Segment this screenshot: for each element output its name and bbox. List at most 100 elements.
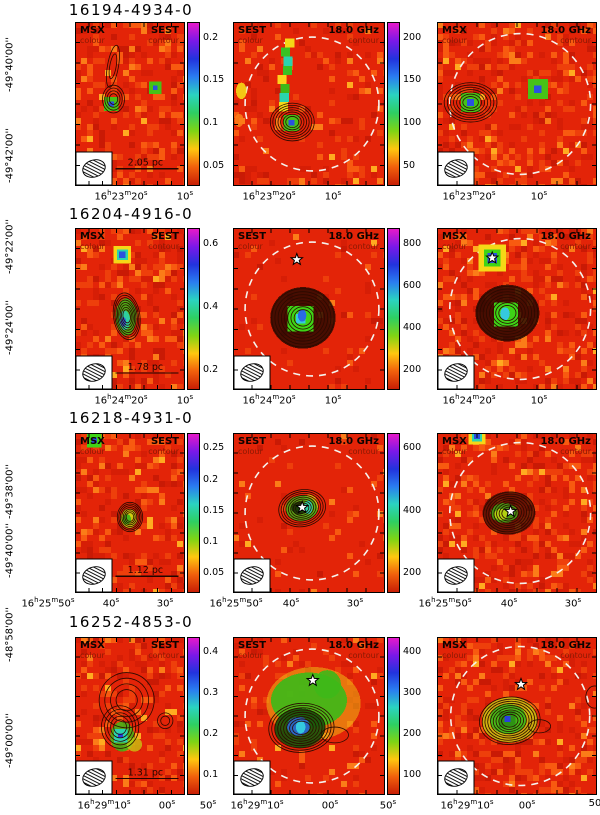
colorbar-tick-label: 100 (403, 117, 422, 128)
contour-set (105, 44, 120, 88)
emission-patch (500, 307, 510, 321)
contour-set (271, 288, 335, 348)
contour-survey-sublabel: contour (348, 651, 379, 660)
dec-axis-label: -49°24'00'' (4, 299, 16, 356)
row-title: 16218-4931-0 (68, 409, 194, 427)
x-tick-label: 40s (282, 596, 300, 610)
x-tick-label: 16h23m20s (94, 189, 148, 203)
colorbar-tick-label: 200 (403, 32, 422, 43)
colorbar (187, 228, 200, 390)
beam-ellipse-icon (240, 363, 264, 382)
point-source-core (534, 85, 542, 93)
primary-beam-dashed-circle (244, 648, 380, 784)
row-title: 16194-4934-0 (68, 1, 194, 19)
contour-survey-sublabel: contour (560, 242, 591, 251)
contour-survey-sublabel: contour (148, 447, 179, 456)
contour-set (278, 489, 326, 528)
colorbar (387, 22, 400, 186)
x-tick-label: 16h25m50s (418, 596, 472, 610)
colour-survey-label: MSX (442, 25, 467, 36)
x-tick-label: 10s (176, 393, 194, 407)
colour-survey-label: MSX (80, 640, 105, 651)
colorbar-tick-label: 0.2 (203, 728, 219, 739)
row-title: 16252-4853-0 (68, 613, 194, 631)
colorbar-tick-label: 600 (403, 280, 422, 291)
contour-set (112, 292, 141, 341)
colour-survey-sublabel: colour (238, 447, 263, 456)
contour-set (527, 719, 552, 734)
contour-survey-sublabel: contour (148, 242, 179, 251)
map-panel-row3-col1: 1.12 pc (75, 432, 189, 595)
map-panel-row2-col1: 1.78 pc (75, 228, 189, 391)
contour-set (483, 491, 535, 535)
colorbar-tick-label: 200 (403, 567, 422, 578)
colour-survey-sublabel: colour (80, 447, 105, 456)
map-panel-row4-col2 (233, 637, 386, 799)
colorbar-tick-label: 0.05 (203, 160, 225, 171)
colour-survey-sublabel: colour (442, 651, 467, 660)
beam-ellipse-icon (240, 566, 264, 585)
colorbar-tick-label: 600 (403, 442, 422, 453)
colorbar-tick-label: 0.4 (203, 646, 219, 657)
colour-survey-label: SEST (238, 25, 267, 36)
contour-set (269, 102, 315, 142)
colorbar-tick-label: 0.2 (203, 32, 219, 43)
contour-survey-label: 18.0 GHz (540, 231, 591, 242)
colorbar-tick-label: 0.4 (203, 301, 219, 312)
contour-survey-label: SEST (150, 25, 179, 36)
beam-ellipse-icon (444, 159, 468, 178)
x-tick-label: 10s (324, 189, 342, 203)
contour-set (268, 702, 335, 753)
colorbar-tick-label: 0.6 (203, 238, 219, 249)
beam-ellipse-icon (444, 566, 468, 585)
colorbar-tick-label: 0.3 (203, 687, 219, 698)
colour-survey-sublabel: colour (238, 36, 263, 45)
map-canvas: 1.12 pc (75, 432, 189, 595)
colorbar-tick-label: 0.15 (203, 505, 225, 516)
map-canvas (233, 22, 389, 190)
emission-patch (295, 720, 306, 734)
colorbar (387, 228, 400, 390)
colorbar-tick-label: 0.2 (203, 474, 219, 485)
colorbar-tick-label: 100 (403, 769, 422, 780)
colorbar-tick-label: 0.25 (203, 442, 225, 453)
colour-survey-label: SEST (238, 640, 267, 651)
contour-set (443, 82, 498, 123)
map-canvas (437, 427, 599, 595)
contour-survey-sublabel: contour (348, 242, 379, 251)
contour-survey-label: 18.0 GHz (540, 436, 591, 447)
x-tick-label: 16h29m10s (230, 798, 284, 812)
colour-survey-label: SEST (238, 231, 267, 242)
colorbar (187, 433, 200, 593)
dec-axis-label: -49°00'00'' (4, 712, 16, 769)
colour-survey-label: MSX (442, 436, 467, 447)
point-source-core (153, 85, 158, 90)
beam-ellipse-icon (82, 768, 106, 787)
point-source-core (118, 733, 124, 739)
x-tick-label: 50s (379, 798, 397, 812)
map-panel-row4-col3 (437, 637, 600, 799)
colorbar-tick-label: 150 (403, 74, 422, 85)
map-panel-row1-col3 (437, 22, 599, 190)
colour-survey-sublabel: colour (80, 36, 105, 45)
point-source-core (504, 716, 511, 723)
emission-patch (297, 309, 307, 322)
contour-set (100, 705, 140, 749)
colorbar (187, 637, 200, 795)
colorbar-tick-label: 50 (403, 160, 416, 171)
colorbar-tick-label: 0.1 (203, 536, 219, 547)
contour-survey-label: 18.0 GHz (328, 231, 379, 242)
x-tick-label: 16h25m50s (21, 596, 75, 610)
colour-survey-sublabel: colour (442, 242, 467, 251)
colour-survey-label: MSX (80, 436, 105, 447)
emission-patch (236, 82, 247, 100)
emission-patch (126, 737, 143, 752)
x-tick-label: 10s (530, 189, 548, 203)
row-title: 16204-4916-0 (68, 205, 194, 223)
primary-beam-dashed-circle (448, 441, 592, 585)
contour-survey-label: 18.0 GHz (540, 640, 591, 651)
star-marker (503, 503, 518, 518)
colorbar-tick-label: 300 (403, 687, 422, 698)
colour-survey-label: SEST (238, 436, 267, 447)
colour-survey-sublabel: colour (80, 242, 105, 251)
